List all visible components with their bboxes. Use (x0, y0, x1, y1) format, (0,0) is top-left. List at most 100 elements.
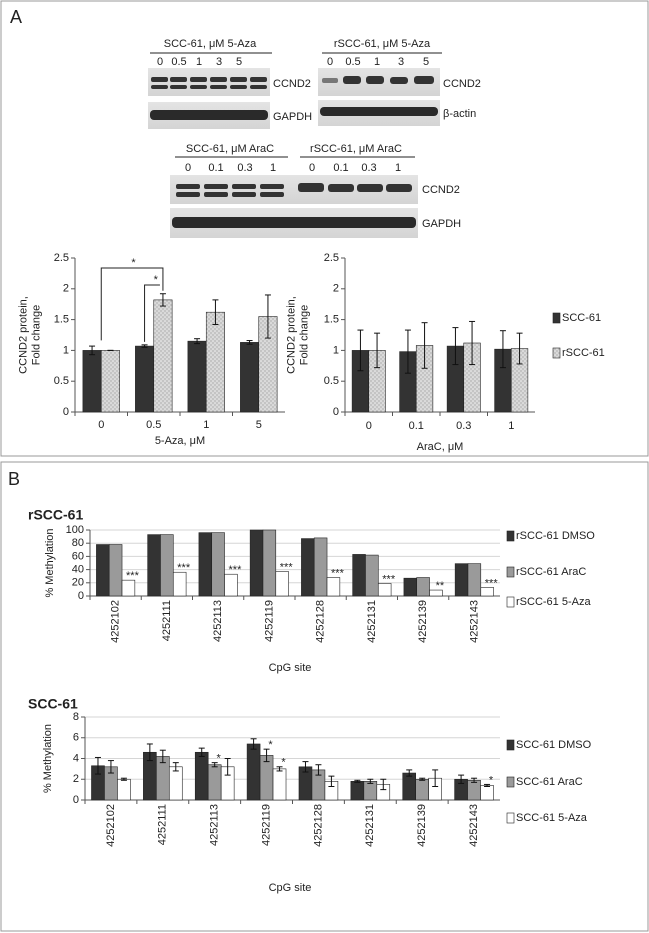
error-bar (276, 766, 283, 772)
bar (402, 772, 417, 801)
x-tick-label: 0.1 (409, 420, 424, 432)
y-tick-label: 8 (73, 711, 79, 723)
x-axis-label: 5-Aza, μM (155, 435, 205, 447)
error-bar (302, 761, 309, 773)
y-tick-label: 0 (63, 406, 69, 418)
y-tick-label: 2 (333, 283, 339, 295)
y-axis-label: Fold change (30, 305, 42, 366)
western-blot: rSCC-61, μM 5-Aza 0 0.5 1 3 5 CCND2 β-ac… (318, 38, 481, 126)
legend-swatch (506, 566, 515, 578)
significance-label: ** (436, 580, 445, 592)
blot-row-label: CCND2 (422, 184, 460, 196)
error-bar (452, 327, 459, 366)
lane-label: 0.3 (361, 162, 376, 174)
x-tick-label: 4252111 (157, 804, 169, 845)
bar (168, 766, 183, 801)
bar (240, 342, 260, 413)
blot-header: SCC-61, μM 5-Aza (164, 38, 257, 50)
bar (480, 587, 494, 597)
error-bar (194, 338, 201, 345)
error-bar (159, 293, 166, 307)
error-bar (94, 756, 101, 775)
chart-title: rSCC-61 (28, 507, 83, 523)
error-bar (328, 775, 335, 788)
blot-header: rSCC-61, μM 5-Aza (334, 38, 431, 50)
y-axis-label: CCND2 protein, (285, 296, 297, 374)
panel-label: B (8, 469, 20, 489)
error-bar (250, 738, 257, 750)
bar (194, 751, 209, 801)
lane-label: 0.1 (208, 162, 223, 174)
legend-swatch (506, 596, 515, 608)
significance-label: *** (382, 573, 396, 585)
blot-row-label: CCND2 (443, 78, 481, 90)
bar (467, 779, 481, 801)
bar (365, 554, 379, 597)
y-tick-label: 4 (73, 752, 79, 764)
x-tick-label: 4252139 (417, 600, 429, 643)
y-tick-label: 2.5 (324, 252, 339, 264)
bar (246, 743, 261, 801)
x-axis-label: AraC, μM (417, 441, 464, 453)
error-bar (246, 340, 253, 345)
bar (211, 532, 225, 597)
bar (117, 778, 131, 801)
lane-label: 0 (327, 56, 333, 68)
bar (326, 577, 341, 597)
error-bar (315, 764, 322, 776)
x-tick-label: 4252111 (161, 600, 173, 641)
x-tick-label: 4252131 (364, 804, 376, 847)
bar (121, 579, 136, 597)
bar (272, 768, 287, 801)
y-tick-label: 60 (72, 550, 84, 562)
bar (82, 350, 102, 413)
legend-label: SCC-61 (562, 312, 601, 324)
error-bar (421, 322, 428, 369)
bar (350, 781, 365, 801)
x-tick-label: 4252113 (212, 600, 224, 642)
y-tick-label: 2 (73, 773, 79, 785)
x-tick-label: 4252131 (366, 600, 378, 643)
legend-label: SCC-61 DMSO (516, 739, 592, 751)
significance-label: *** (331, 567, 345, 579)
y-tick-label: 40 (72, 564, 84, 576)
significance-bracket (144, 284, 160, 342)
bar (160, 534, 174, 597)
y-tick-label: 1.5 (324, 314, 339, 326)
legend-swatch (506, 739, 515, 751)
x-tick-label: 1 (508, 420, 514, 432)
error-bar (471, 777, 478, 783)
x-tick-label: 4252102 (110, 600, 122, 643)
lane-label: 0 (309, 162, 315, 174)
y-tick-label: 2.5 (54, 252, 69, 264)
significance-label: *** (126, 570, 140, 582)
bar (352, 554, 366, 597)
error-bar (107, 760, 114, 774)
x-tick-label: 4252143 (468, 804, 480, 847)
bar (480, 785, 494, 801)
error-bar (264, 294, 271, 339)
x-tick-label: 0 (366, 420, 372, 432)
legend-swatch (506, 530, 515, 542)
x-axis-label: CpG site (269, 662, 312, 674)
y-tick-label: 1.5 (54, 314, 69, 326)
x-tick-label: 4252119 (263, 600, 275, 642)
y-tick-label: 0.5 (54, 375, 69, 387)
bar (301, 538, 315, 597)
legend-label: rSCC-61 DMSO (516, 530, 595, 542)
lane-label: 1 (270, 162, 276, 174)
error-bar (172, 762, 179, 772)
bar (153, 299, 173, 413)
bar (100, 350, 120, 413)
blot-row-label: β-actin (443, 108, 476, 120)
bar (187, 340, 207, 413)
error-bar (432, 769, 439, 788)
bar (207, 764, 222, 801)
x-tick-label: 4252102 (105, 804, 117, 847)
blot-row-label: GAPDH (273, 111, 312, 123)
bar (467, 563, 482, 597)
error-bar (354, 779, 361, 783)
x-tick-label: 0.5 (146, 419, 161, 431)
error-bar (198, 747, 205, 757)
